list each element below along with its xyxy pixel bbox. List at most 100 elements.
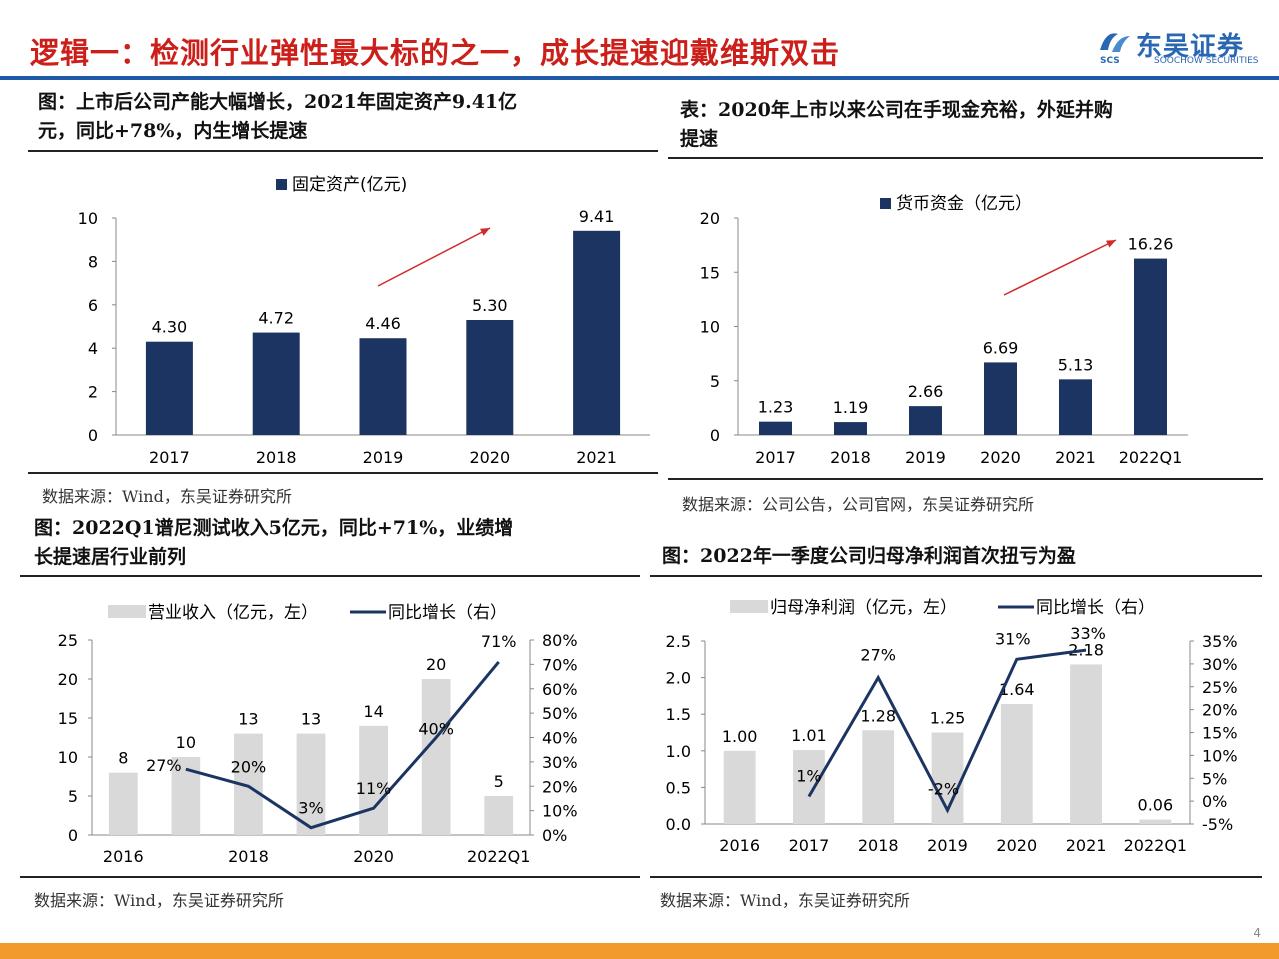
panel2-title: 表：2020年上市以来公司在手现金充裕，外延并购 提速 [680, 96, 1260, 154]
panel3-bottom-rule [20, 876, 640, 878]
chart1-y-tick-label: 2 [88, 383, 98, 402]
panel2-bottom-rule [668, 478, 1263, 480]
chart4-y-tick-label-right: 0% [1202, 792, 1227, 811]
chart4-bar-label: 1.28 [860, 706, 896, 725]
title-bar: 逻辑一：检测行业弹性最大标的之一，成长提速迎戴维斯双击 东吴证券 SCS SOO… [0, 0, 1279, 80]
chart2-legend-label: 货币资金（亿元） [896, 194, 1032, 214]
chart2-x-tick-label: 2020 [980, 448, 1021, 467]
chart4-y-tick-label-left: 2.5 [666, 632, 691, 651]
chart4-y-tick-label-left: 1.5 [666, 705, 691, 724]
panel4-source: 数据来源：Wind，东吴证券研究所 [660, 891, 910, 910]
chart2-y-tick-label: 5 [710, 372, 720, 391]
panel4-bottom-rule [650, 876, 1262, 878]
chart4-x-tick-label: 2021 [1066, 836, 1107, 855]
chart2-legend-swatch [880, 198, 891, 209]
chart3-x-tick-label: 2022Q1 [467, 847, 531, 866]
chart3-y-tick-label-left: 20 [58, 670, 78, 689]
chart3-bar-label: 13 [301, 710, 321, 729]
page-number: 4 [1253, 926, 1261, 940]
page-title: 逻辑一：检测行业弹性最大标的之一，成长提速迎戴维斯双击 [30, 36, 841, 70]
chart2-data-label: 16.26 [1128, 235, 1174, 254]
chart3-legend-label-line: 同比增长（右） [388, 603, 507, 623]
chart4-y-tick-label-right: 10% [1202, 746, 1238, 765]
panel1-source: 数据来源：Wind，东吴证券研究所 [42, 487, 292, 506]
chart2-x-tick-label: 2017 [755, 448, 796, 467]
chart3-bar-label: 5 [494, 772, 504, 791]
chart2-x-tick-label: 2018 [830, 448, 871, 467]
chart1-x-tick-label: 2018 [256, 448, 297, 467]
chart3-line-label: 20% [231, 757, 267, 776]
chart1-bar [359, 338, 407, 435]
chart3-bar-label: 20 [426, 655, 446, 674]
chart3-y-tick-label-right: 50% [542, 704, 578, 723]
chart-net-profit: 0.0 0.5 1.0 1.5 2.0 2.5 -5% 0% 5% 10% 15% 20% 25% 30%… [666, 598, 1238, 855]
chart1-trend-arrow-line [377, 227, 491, 287]
chart1-data-label: 4.46 [365, 314, 401, 333]
logo-text-cn: 东吴证券 [1136, 32, 1245, 62]
chart4-y-tick-label-right: 5% [1202, 769, 1227, 788]
panel1-bottom-rule [28, 472, 658, 474]
chart1-data-label: 9.41 [579, 207, 615, 226]
chart4-bar-label: 0.06 [1138, 796, 1174, 815]
chart4-x-tick-label: 2016 [719, 836, 760, 855]
chart4-bar-label: 1.00 [722, 727, 758, 746]
chart2-bar [759, 421, 792, 435]
chart1-y-tick-label: 10 [78, 209, 98, 228]
chart2-y-tick-label: 0 [710, 426, 720, 445]
chart2-data-label: 5.13 [1058, 355, 1094, 374]
chart4-bar-label: 1.64 [999, 680, 1035, 699]
panel2-source: 数据来源：公司公告，公司官网，东吴证券研究所 [682, 495, 1035, 514]
panel3-title: 图：2022Q1谱尼测试收入5亿元，同比+71%，业绩增 长提速居行业前列 [34, 514, 644, 572]
chart2-y-tick-label: 20 [700, 209, 720, 228]
chart1-trend-arrow-head [480, 228, 490, 236]
chart2-data-label: 1.23 [758, 398, 794, 417]
chart3-bar-label: 8 [118, 749, 128, 768]
chart4-y-tick-label-right: -5% [1202, 815, 1233, 834]
chart2-trend-arrow-head [1106, 240, 1116, 248]
chart4-x-tick-label: 2020 [996, 836, 1037, 855]
chart3-legend-label-bar: 营业收入（亿元，左） [148, 603, 318, 623]
chart4-x-tick-label: 2022Q1 [1124, 836, 1188, 855]
chart4-line-label: 1% [796, 767, 821, 786]
chart4-bar [862, 730, 895, 824]
chart2-bar [984, 362, 1017, 435]
logo-text-abbr: SCS [1100, 56, 1120, 66]
chart2-y-tick-label: 10 [700, 318, 720, 337]
chart3-bar [108, 772, 138, 835]
chart4-bar [1139, 819, 1172, 824]
title-rule [0, 76, 1279, 80]
chart1-x-tick-label: 2020 [469, 448, 510, 467]
chart3-x-tick-label: 2018 [228, 847, 269, 866]
chart2-x-tick-label: 2021 [1055, 448, 1096, 467]
chart2-x-tick-label: 2022Q1 [1119, 448, 1183, 467]
panel1-title-line1: 图：上市后公司产能大幅增长，2021年固定资产9.41亿 [38, 91, 518, 113]
chart2-data-label: 1.19 [833, 398, 869, 417]
chart4-y-tick-label-left: 0.0 [666, 815, 691, 834]
panel2-title-line1: 表：2020年上市以来公司在手现金充裕，外延并购 [680, 99, 1113, 121]
panel3-source: 数据来源：Wind，东吴证券研究所 [34, 891, 284, 910]
chart4-bar [1000, 703, 1033, 824]
chart2-bar [834, 422, 867, 435]
chart4-bar-label: 1.01 [791, 726, 827, 745]
chart2-bar [909, 406, 942, 435]
chart4-x-tick-label: 2018 [858, 836, 899, 855]
chart3-y-tick-label-right: 70% [542, 655, 578, 674]
chart3-y-tick-label-right: 20% [542, 777, 578, 796]
chart2-trend-arrow-line [1003, 239, 1117, 296]
panel3-top-rule [20, 575, 640, 577]
chart1-bar [145, 341, 193, 435]
chart3-line-label: 11% [356, 779, 392, 798]
chart3-bar-label: 13 [238, 710, 258, 729]
chart4-y-tick-label-right: 30% [1202, 655, 1238, 674]
chart2-data-label: 2.66 [908, 382, 944, 401]
chart3-bar [296, 733, 326, 835]
chart2-x-tick-label: 2019 [905, 448, 946, 467]
chart-revenue: 05101520250%10%20%30%40%50%60%70%80%8201… [58, 603, 578, 866]
chart2-data-label: 6.69 [983, 338, 1019, 357]
panel2-title-line2: 提速 [680, 128, 719, 150]
chart3-y-tick-label-left: 0 [68, 826, 78, 845]
chart1-y-tick-label: 6 [88, 296, 98, 315]
soochow-logo: 东吴证券 SCS SOOCHOW SECURITIES [1096, 26, 1266, 70]
chart3-y-tick-label-right: 10% [542, 802, 578, 821]
chart-cash: 0 5 10 15 20 1.23 2017 1.19 2018 2.66 2019 6.69 2020… [700, 194, 1188, 467]
